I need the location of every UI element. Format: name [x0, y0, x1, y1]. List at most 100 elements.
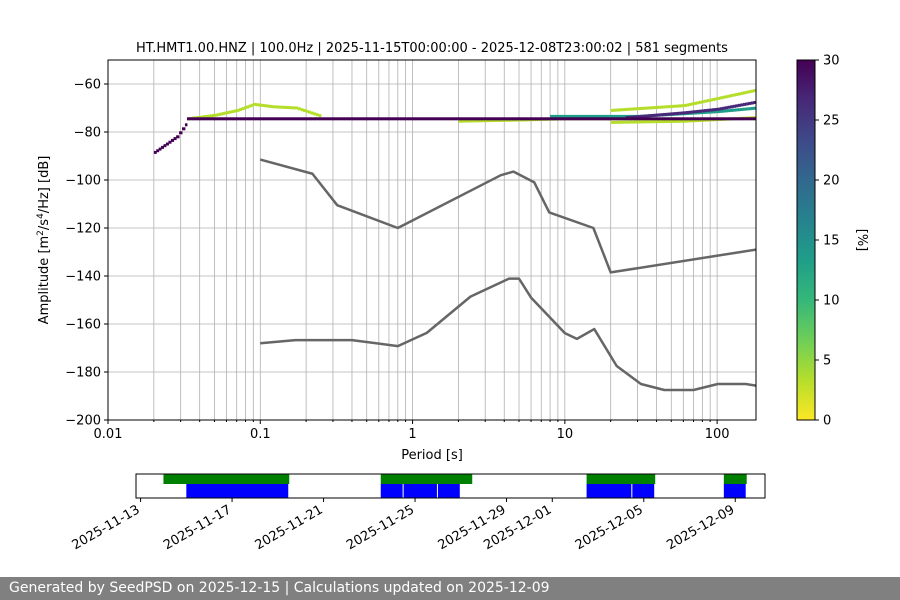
psd-cell: [560, 117, 564, 121]
psd-cell: [557, 117, 561, 121]
psd-cell: [303, 117, 307, 121]
psd-cell: [630, 120, 634, 124]
psd-cell: [542, 117, 546, 121]
psd-cell: [211, 114, 215, 118]
psd-cell: [601, 114, 605, 118]
psd-cell: [660, 113, 664, 117]
psd-cell: [730, 108, 734, 112]
psd-cell: [486, 117, 490, 121]
psd-cell: [287, 106, 291, 110]
psd-cell: [663, 120, 667, 124]
psd-cell: [609, 114, 613, 118]
psd-cell: [364, 117, 368, 121]
psd-cell: [578, 117, 582, 121]
psd-cell: [585, 117, 589, 121]
psd-cell: [341, 117, 345, 121]
psd-cell: [750, 101, 754, 105]
psd-cell: [234, 109, 238, 113]
psd-cell: [633, 107, 637, 111]
y-tick-label: −140: [65, 270, 101, 285]
psd-cell: [691, 102, 695, 106]
psd-cell: [630, 107, 634, 111]
psd-cell: [604, 114, 608, 118]
psd-cell: [655, 105, 659, 109]
colorbar-tick-label: 30: [823, 54, 840, 69]
psd-cell: [221, 112, 225, 116]
psd-cell: [387, 117, 391, 121]
psd-cell: [204, 115, 208, 119]
psd-cell: [316, 117, 320, 121]
psd-cell: [719, 96, 723, 100]
psd-cell: [650, 120, 654, 124]
psd-cell: [668, 105, 672, 109]
psd-cell: [242, 117, 246, 121]
psd-cell: [707, 117, 711, 121]
psd-cell: [219, 112, 223, 116]
psd-cell: [494, 117, 498, 121]
psd-cell: [347, 117, 351, 121]
psd-cell: [679, 117, 683, 121]
psd-cell: [545, 117, 549, 121]
psd-cell: [743, 117, 747, 121]
psd-cell: [560, 114, 564, 118]
psd-cell: [737, 103, 741, 107]
psd-cell: [163, 144, 167, 148]
psd-cell: [692, 117, 696, 121]
psd-cell: [730, 94, 734, 98]
psd-cell: [265, 117, 269, 121]
psd-cell: [357, 117, 361, 121]
psd-cell: [658, 113, 662, 117]
psd-cell: [570, 114, 574, 118]
psd-cell: [614, 114, 618, 118]
psd-cell: [300, 108, 304, 112]
psd-cell: [646, 117, 650, 121]
psd-cell: [458, 119, 462, 123]
psd-cell: [580, 117, 584, 121]
psd-cell: [685, 111, 690, 115]
psd-cell: [704, 99, 708, 103]
psd-cell: [588, 117, 592, 121]
psd-cell: [562, 117, 566, 121]
y-tick-label: −100: [65, 174, 101, 189]
colorbar-tick-label: 5: [823, 354, 831, 369]
psd-cell: [418, 117, 422, 121]
psd-cell: [568, 114, 572, 118]
x-tick-label: 0.1: [250, 427, 271, 442]
psd-cell: [691, 110, 695, 114]
psd-cell: [673, 104, 677, 108]
psd-cell: [461, 117, 465, 121]
psd-cell: [339, 117, 343, 121]
colorbar-tick-label: 20: [823, 174, 840, 189]
psd-cell: [693, 101, 697, 105]
psd-cell: [689, 117, 693, 121]
psd-cell: [308, 117, 312, 121]
noise-model-nhnm: [259, 158, 756, 274]
psd-cell: [658, 120, 662, 124]
colorbar-tick-label: 25: [823, 114, 840, 129]
psd-cell: [165, 142, 169, 146]
psd-cell: [405, 117, 409, 121]
psd-cell: [158, 147, 162, 151]
psd-cell: [407, 117, 412, 121]
psd-cell: [717, 110, 721, 114]
data-segment: [723, 474, 747, 484]
psd-cell: [270, 117, 274, 121]
psd-cell: [392, 117, 396, 121]
psd-cell: [272, 105, 276, 109]
psd-cell: [269, 104, 273, 108]
psd-cell: [665, 119, 669, 123]
psd-cell: [709, 108, 713, 112]
psd-cell: [735, 92, 739, 96]
psd-cell: [748, 90, 752, 94]
psd-cell: [319, 117, 323, 121]
psd-cell: [486, 119, 490, 123]
psd-cell: [562, 114, 567, 118]
psd-cell: [313, 112, 317, 116]
psd-cell: [698, 118, 702, 122]
psd-cell: [722, 117, 727, 121]
psd-cell: [331, 117, 335, 121]
psd-cell: [423, 117, 427, 121]
plot-frame: [107, 59, 757, 421]
psd-cell: [283, 117, 287, 121]
psd-cell: [638, 115, 642, 119]
